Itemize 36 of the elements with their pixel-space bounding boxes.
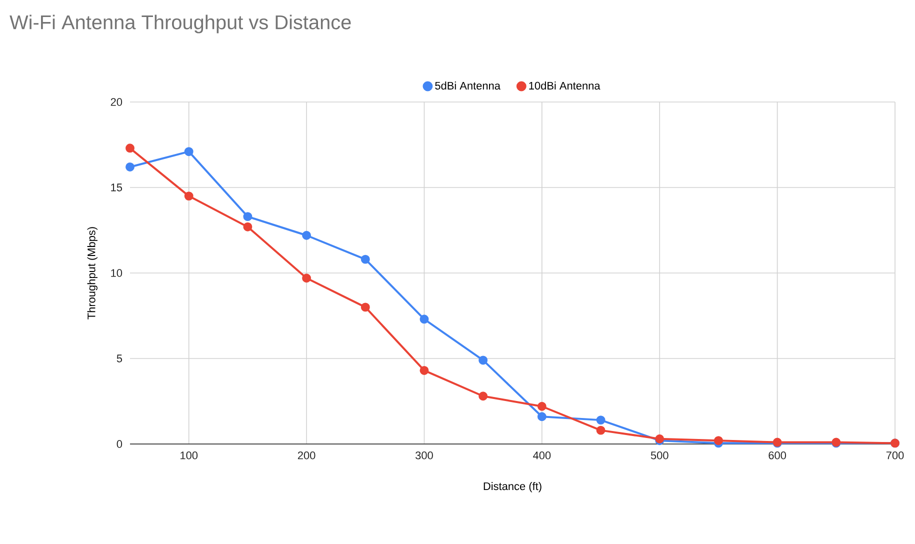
point	[420, 314, 429, 324]
x-tick-label: 600	[768, 452, 786, 460]
point	[596, 426, 606, 435]
x-tick-label: 200	[298, 452, 316, 460]
point	[420, 366, 429, 375]
y-tick-label: 15	[111, 184, 122, 192]
point	[243, 222, 252, 232]
point	[184, 147, 194, 156]
legend-label: 10dBi Antenna	[529, 82, 600, 90]
point	[537, 402, 546, 411]
point	[596, 416, 606, 425]
point	[360, 254, 370, 264]
point	[243, 212, 252, 222]
y-tick-label: 5	[116, 354, 122, 362]
x-tick-label: 100	[180, 452, 198, 460]
y-tick-label: 10	[111, 269, 122, 277]
point	[478, 392, 488, 401]
x-tick-label: 700	[886, 452, 904, 460]
point	[537, 412, 546, 422]
x-tick-label: 500	[650, 452, 668, 460]
point	[126, 162, 134, 172]
x-tick-label: 300	[416, 452, 433, 460]
point	[714, 436, 723, 446]
point	[126, 144, 134, 153]
y-tick-label: 0	[116, 440, 122, 448]
x-axis-title: Distance (ft)	[484, 482, 542, 492]
y-tick-label: 20	[110, 98, 122, 106]
y-axis-title: Throughput (Mbps)	[87, 227, 98, 320]
x-tick-label: 400	[533, 452, 551, 460]
point	[184, 192, 194, 201]
point	[302, 274, 312, 283]
legend-label: 5dBi Antenna	[435, 82, 500, 90]
point	[302, 230, 312, 240]
point	[360, 302, 370, 312]
chart-title: Wi-Fi Antenna Throughput vs Distance	[10, 14, 351, 34]
point	[478, 356, 488, 365]
